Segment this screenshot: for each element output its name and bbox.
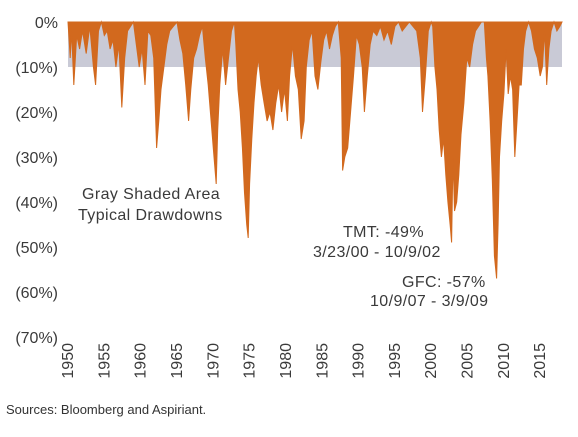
x-tick-label: 1965 bbox=[169, 343, 186, 379]
y-tick-label: (30%) bbox=[15, 150, 58, 167]
annotation-tmt: TMT: -49% 3/23/00 - 10/9/02 bbox=[313, 224, 441, 261]
annotation-gfc: GFC: -57% 10/9/07 - 3/9/09 bbox=[370, 274, 489, 310]
y-tick-label: 0% bbox=[35, 15, 58, 32]
x-tick-label: 2000 bbox=[423, 343, 440, 379]
annotation-line: 3/23/00 - 10/9/02 bbox=[313, 244, 441, 261]
y-tick-label: (60%) bbox=[15, 285, 58, 302]
x-tick-label: 2015 bbox=[532, 343, 549, 379]
x-tick-label: 1980 bbox=[278, 343, 295, 379]
y-tick-label: (70%) bbox=[15, 330, 58, 347]
y-tick-label: (50%) bbox=[15, 240, 58, 257]
x-tick-label: 1985 bbox=[314, 343, 331, 379]
x-tick-label: 1955 bbox=[96, 343, 113, 379]
x-tick-label: 1995 bbox=[387, 343, 404, 379]
y-tick-label: (10%) bbox=[15, 60, 58, 77]
y-axis-ticks: 0% (10%) (20%) (30%) (40%) (50%) (60%) (70%) bbox=[15, 15, 58, 347]
x-tick-label: 1960 bbox=[133, 343, 150, 379]
drawdown-area bbox=[67, 20, 563, 279]
x-tick-label: 1970 bbox=[205, 343, 222, 379]
y-tick-label: (40%) bbox=[15, 195, 58, 212]
y-tick-label: (20%) bbox=[15, 105, 58, 122]
x-axis-ticks: 1950 1955 1960 1965 1970 1975 1980 1985 1990 1995… bbox=[60, 343, 549, 379]
annotation-typical-drawdowns: Gray Shaded Area Typical Drawdowns bbox=[78, 186, 223, 224]
annotation-line: GFC: -57% bbox=[402, 274, 486, 291]
x-tick-label: 1990 bbox=[351, 343, 368, 379]
annotation-line: TMT: -49% bbox=[343, 224, 424, 241]
annotation-line: 10/9/07 - 3/9/09 bbox=[370, 293, 489, 310]
source-note: Sources: Bloomberg and Aspiriant. bbox=[6, 402, 207, 417]
x-tick-label: 2005 bbox=[460, 343, 477, 379]
annotation-line: Gray Shaded Area bbox=[82, 186, 220, 203]
x-tick-label: 2010 bbox=[496, 343, 513, 379]
annotation-line: Typical Drawdowns bbox=[78, 207, 223, 224]
x-tick-label: 1975 bbox=[242, 343, 259, 379]
x-tick-label: 1950 bbox=[60, 343, 77, 379]
